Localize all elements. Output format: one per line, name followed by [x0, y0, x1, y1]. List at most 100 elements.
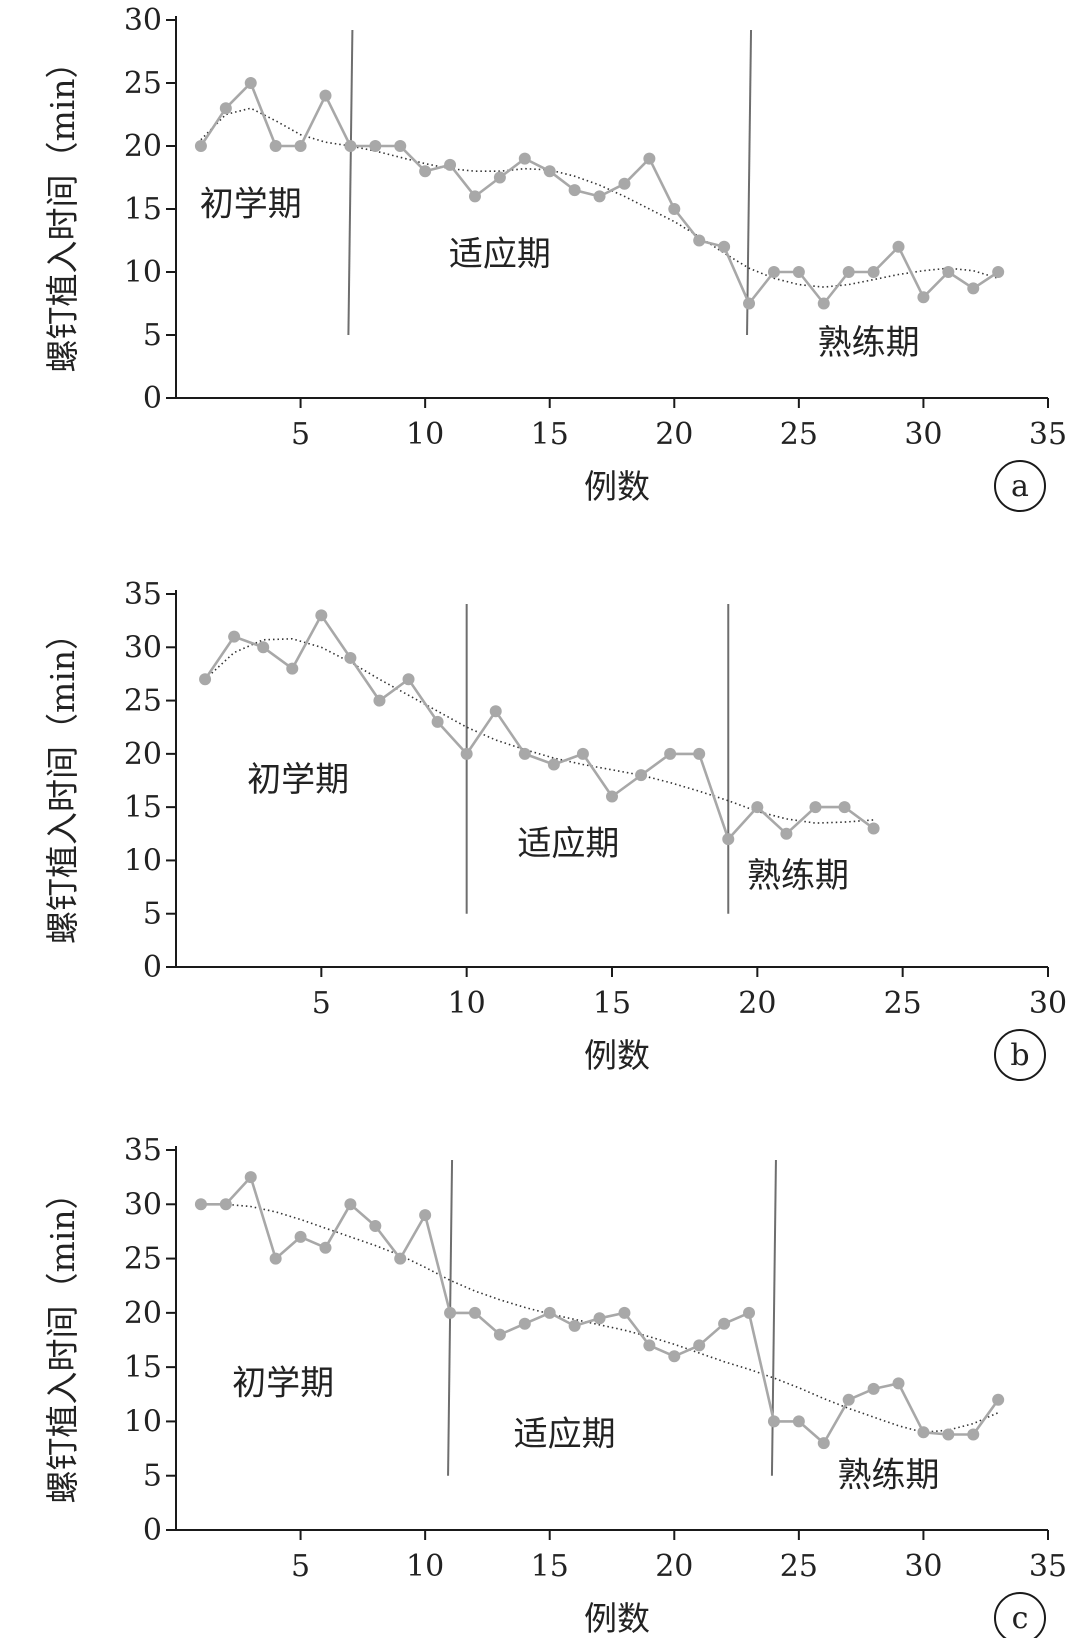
y-tick-label: 30	[124, 1187, 162, 1222]
data-point	[867, 266, 880, 278]
data-point	[228, 630, 241, 643]
data-point	[593, 190, 606, 203]
x-axis-title: 例数	[584, 1036, 650, 1075]
data-point	[394, 1252, 407, 1265]
data-point	[792, 266, 805, 278]
y-tick-label: 10	[124, 255, 162, 290]
data-point	[244, 77, 257, 89]
data-point	[444, 1306, 457, 1319]
data-point	[892, 1377, 905, 1390]
data-point	[942, 266, 955, 278]
data-point	[493, 1328, 506, 1341]
y-tick-label: 20	[124, 1296, 162, 1331]
data-point	[635, 769, 648, 782]
data-point	[809, 801, 822, 814]
data-point	[718, 240, 731, 253]
data-point	[892, 240, 905, 253]
chart-panel-c: 0 5 10 15 20 25 30 35 5 10 15 20 25 30 35 例数 螺钉植入时间（min）…	[43, 1133, 1067, 1638]
data-point	[194, 140, 207, 152]
data-point	[518, 747, 531, 760]
data-point	[319, 1241, 332, 1254]
data-point	[693, 234, 706, 247]
y-tick-label: 0	[143, 381, 162, 416]
data-point	[373, 694, 386, 707]
panel-letter-circle	[994, 460, 1046, 512]
data-point	[643, 152, 656, 165]
y-tick-label: 5	[143, 897, 162, 932]
phase-label: 初学期	[232, 1363, 334, 1403]
data-point	[767, 1415, 780, 1428]
data-point	[817, 1437, 830, 1450]
data-point	[743, 297, 756, 310]
phase-label: 适应期	[514, 1414, 616, 1454]
data-point	[568, 1319, 581, 1332]
y-tick-label: 10	[124, 843, 162, 878]
chart-panel-a: 0 5 10 15 20 25 30 5 10 15 20 25 30 35 例数 螺钉植入时间（min） a 初…	[43, 3, 1067, 512]
phase-label: 适应期	[449, 235, 551, 275]
data-point	[967, 1428, 980, 1441]
x-tick-label: 10	[406, 417, 444, 452]
data-point	[369, 1220, 382, 1232]
trend-line	[204, 637, 874, 824]
data-point	[493, 171, 506, 184]
panel-letter: c	[1012, 1601, 1029, 1636]
x-tick-label: 15	[593, 986, 631, 1021]
y-tick-label: 35	[124, 577, 162, 612]
data-point	[992, 1393, 1005, 1406]
x-tick-label: 20	[655, 417, 693, 452]
x-tick-label: 15	[531, 1549, 569, 1584]
data-point	[286, 662, 299, 675]
data-point	[942, 1428, 955, 1441]
data-point	[867, 822, 880, 835]
y-axis-title: 螺钉植入时间（min）	[43, 617, 82, 944]
data-point	[219, 102, 232, 115]
phase-label: 熟练期	[818, 323, 920, 363]
data-point	[257, 641, 270, 654]
data-point	[489, 705, 502, 718]
data-point	[269, 140, 282, 152]
data-point	[319, 89, 332, 102]
y-tick-label: 0	[143, 1513, 162, 1548]
series-line	[204, 614, 875, 841]
data-point	[751, 801, 764, 814]
y-tick-label: 25	[124, 684, 162, 719]
phase-divider-2	[770, 1159, 777, 1476]
data-point	[244, 1171, 257, 1184]
data-point	[369, 140, 382, 152]
x-tick-label: 20	[738, 986, 776, 1021]
data-point	[468, 190, 481, 203]
x-axis-title: 例数	[584, 1599, 650, 1638]
data-point	[593, 1312, 606, 1325]
data-point	[543, 1306, 556, 1319]
y-tick-label: 15	[124, 1350, 162, 1385]
data-point	[431, 715, 444, 728]
data-point	[547, 758, 560, 771]
data-point	[568, 184, 581, 197]
data-point	[344, 651, 357, 664]
data-point	[394, 140, 407, 152]
y-tick-label: 5	[143, 318, 162, 353]
y-tick-label: 15	[124, 192, 162, 227]
data-point	[867, 1382, 880, 1395]
data-point	[668, 1350, 681, 1363]
y-tick-label: 15	[124, 790, 162, 825]
trend-line	[200, 107, 999, 288]
y-tick-label: 0	[143, 950, 162, 985]
phase-label: 初学期	[200, 184, 302, 224]
phase-label: 熟练期	[838, 1456, 940, 1496]
panel-letter-circle	[994, 1592, 1046, 1638]
x-tick-label: 5	[291, 1549, 310, 1584]
data-point	[817, 297, 830, 310]
x-tick-label: 30	[1029, 986, 1067, 1021]
data-point	[269, 1252, 282, 1265]
data-point	[294, 1230, 307, 1243]
data-point	[543, 165, 556, 178]
phase-label: 熟练期	[747, 856, 849, 896]
data-point	[518, 152, 531, 165]
data-point	[767, 266, 780, 278]
data-point	[518, 1317, 531, 1330]
data-point	[194, 1198, 207, 1211]
trend-line	[200, 1203, 999, 1434]
data-point	[917, 1426, 930, 1439]
data-point	[722, 833, 735, 846]
